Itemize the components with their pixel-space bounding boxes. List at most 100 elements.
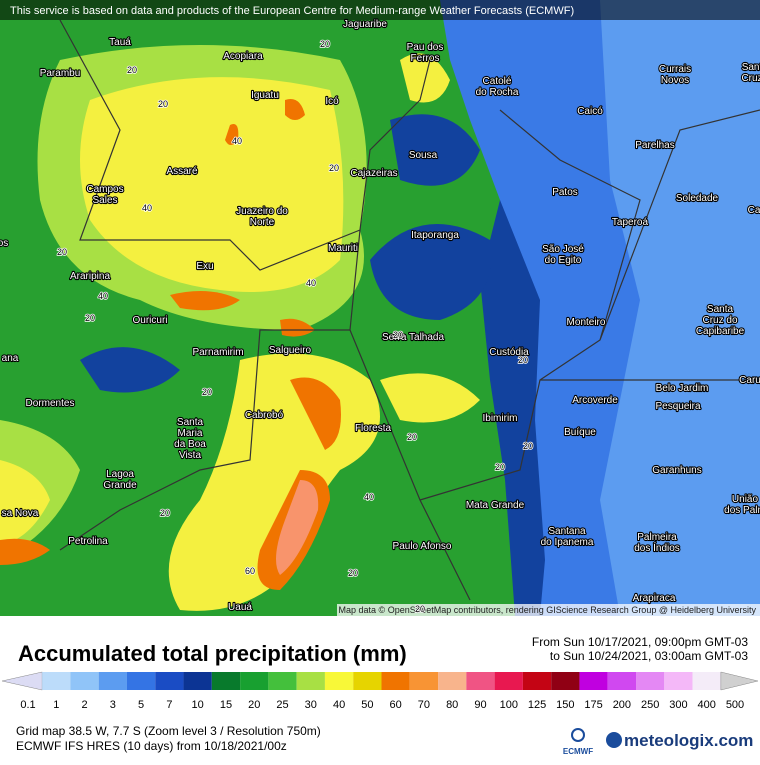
city-label: Cruz do [702, 315, 737, 326]
city-label: Salgueiro [269, 345, 312, 356]
legend-swatch [42, 672, 71, 690]
legend-tick-label: 100 [500, 699, 518, 711]
city-label: Taperoá [612, 217, 649, 228]
contour-label: 40 [98, 291, 108, 301]
contour-label: 20 [85, 313, 95, 323]
yellow-area [380, 373, 480, 423]
ecmwf-logo: ECMWF [563, 747, 593, 756]
contour-label: 20 [160, 508, 170, 518]
legend-tick-label: 5 [138, 699, 144, 711]
legend-tick-label: 50 [361, 699, 373, 711]
city-label: Patos [552, 187, 578, 198]
city-label: Lagoa [106, 469, 134, 480]
city-label: Ferros [411, 53, 440, 64]
legend-swatch [240, 672, 269, 690]
city-label: Araripina [70, 271, 110, 282]
legend-swatch [324, 672, 354, 690]
legend-swatch [126, 672, 156, 690]
legend-swatch [381, 672, 410, 690]
brand: meteologix.com [624, 731, 753, 750]
legend-swatch [551, 672, 580, 690]
legend-tick-label: 25 [276, 699, 288, 711]
attribution: Map data © OpenStreetMap contributors, r… [339, 605, 757, 615]
banner-bg [0, 0, 760, 20]
city-label: Custódia [489, 347, 529, 358]
contour-label: 20 [407, 432, 417, 442]
legend-title: Accumulated total precipitation (mm) [18, 641, 407, 666]
contour-label: 60 [245, 566, 255, 576]
legend-swatch [438, 672, 467, 690]
city-label: Maria [177, 428, 202, 439]
navy-patch [370, 224, 492, 320]
city-label: Paulo Afonso [393, 541, 452, 552]
city-label: Acopiara [223, 51, 263, 62]
city-label: Ca [748, 205, 760, 216]
city-label: ana [2, 353, 19, 364]
orange-area [0, 538, 50, 565]
contour-label: 20 [158, 99, 168, 109]
city-label: Caru [739, 375, 760, 386]
city-label: Monteiro [567, 317, 606, 328]
city-label: Ibimirim [483, 413, 518, 424]
city-label: Mata Grande [466, 500, 525, 511]
city-label: do Egito [545, 255, 582, 266]
legend-tick-label: 175 [584, 699, 602, 711]
city-label: Jaguaribe [343, 19, 387, 30]
contour-label: 20 [393, 330, 403, 340]
city-label: Cajazeiras [350, 168, 397, 179]
city-label: Pau dos [407, 42, 444, 53]
borders [59, 19, 760, 601]
contour-label: 20 [57, 247, 67, 257]
legend-tick-label: 1 [53, 699, 59, 711]
attribution-bg [337, 604, 760, 616]
contour-label: 20 [320, 39, 330, 49]
city-label: Dormentes [26, 398, 75, 409]
legend-swatch [664, 672, 693, 690]
legend-tick-label: 30 [305, 699, 317, 711]
city-label: Parambu [40, 68, 81, 79]
legend-swatch [720, 671, 759, 691]
city-label: Arcoverde [572, 395, 618, 406]
legend-swatch [522, 672, 552, 690]
yellow-area [80, 77, 344, 292]
brand-icon [606, 732, 622, 748]
contour-label: 40 [306, 278, 316, 288]
legend-tick-label: 15 [220, 699, 232, 711]
city-label: Soledade [676, 193, 719, 204]
city-label: Uauá [228, 602, 252, 613]
city-label: Santa [177, 417, 204, 428]
city-label: Santana [548, 526, 586, 537]
legend-swatch [70, 672, 99, 690]
city-label: Garanhuns [652, 465, 701, 476]
city-label: Pesqueira [655, 401, 700, 412]
map: This service is based on data and produc… [0, 0, 760, 616]
contour-labels: 20 20 20 40 40 20 40 20 40 20 20 20 20 20 40 20 20 20 20 20… [56, 38, 534, 615]
legend-swatch [409, 672, 439, 690]
city-label: Novos [661, 75, 689, 86]
ecmwf-icon [571, 728, 585, 742]
city-label: Santa [707, 304, 734, 315]
legend-tick-label: 7 [166, 699, 172, 711]
contour-label: 40 [142, 203, 152, 213]
model-info: ECMWF IFS HRES (10 days) from 10/18/2021… [16, 739, 287, 753]
legend-tick-label: 90 [474, 699, 486, 711]
contour-label: 20 [202, 387, 212, 397]
city-label: Catolé [483, 76, 512, 87]
contour-label: 20 [348, 568, 358, 578]
city-label: Capibaribe [696, 326, 745, 337]
legend-swatch [98, 672, 127, 690]
city-label: Palmeira [637, 532, 677, 543]
contour-label: 20 [518, 355, 528, 365]
city-label: Exu [196, 261, 213, 272]
city-label: os [0, 238, 8, 249]
orange-area [225, 124, 239, 145]
city-label: Currais [659, 64, 691, 75]
legend-tick-label: 300 [669, 699, 687, 711]
legend-tick-label: 0.1 [20, 699, 35, 711]
city-label: Cruz [741, 73, 760, 84]
orange-area [280, 318, 315, 337]
contour-label: 40 [364, 492, 374, 502]
city-label: Parnamirim [192, 347, 243, 358]
city-label: Sant [742, 62, 760, 73]
orange-area [290, 377, 341, 450]
